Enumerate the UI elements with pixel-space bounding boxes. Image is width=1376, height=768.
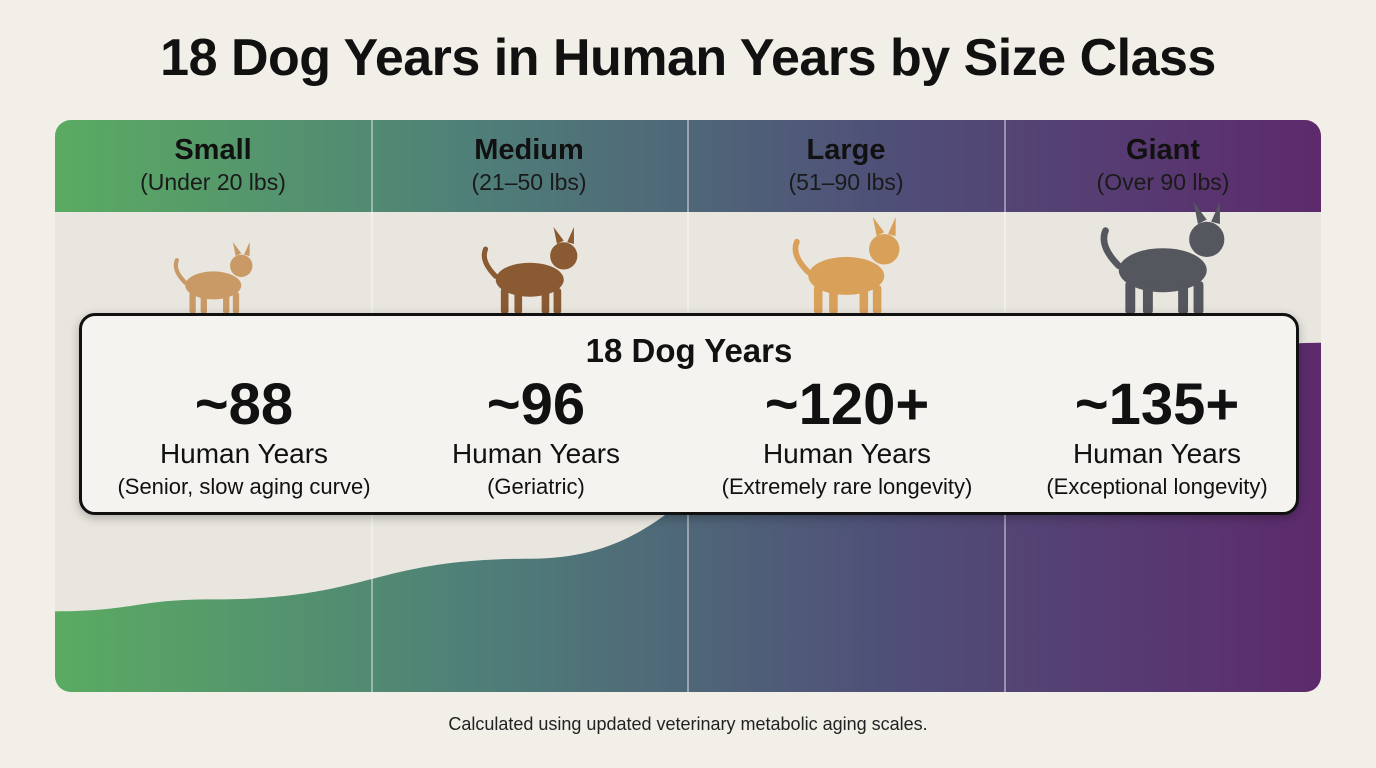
values-card: 18 Dog Years ~88 Human Years (Senior, sl… <box>79 313 1299 515</box>
chihuahua-icon <box>173 242 253 314</box>
category-detail: (Under 20 lbs) <box>140 169 286 195</box>
column-header-small: Small (Under 20 lbs) <box>55 120 371 212</box>
column-header-giant: Giant (Over 90 lbs) <box>1005 120 1321 212</box>
note-label: (Geriatric) <box>487 474 585 499</box>
column-header-large: Large (51–90 lbs) <box>688 120 1004 212</box>
note-label: (Exceptional longevity) <box>1046 474 1268 499</box>
category-detail: (51–90 lbs) <box>788 169 904 195</box>
value-column-large: ~120+ Human Years (Extremely rare longev… <box>689 374 1005 502</box>
unit-label: Human Years <box>159 438 329 469</box>
value-column-giant: ~135+ Human Years (Exceptional longevity… <box>999 374 1315 502</box>
category-label: Small <box>174 134 252 166</box>
footnote: Calculated using updated veterinary meta… <box>448 714 928 734</box>
chart-title: 18 Dog Years in Human Years by Size Clas… <box>160 29 1216 87</box>
category-label: Giant <box>1125 134 1201 166</box>
unit-label: Human Years <box>1072 438 1242 469</box>
category-detail: (21–50 lbs) <box>471 169 587 195</box>
data-label: ~96 <box>486 372 586 437</box>
value-column-medium: ~96 Human Years (Geriatric) <box>378 374 694 502</box>
column-header-medium: Medium (21–50 lbs) <box>371 120 687 212</box>
value-column-small: ~88 Human Years (Senior, slow aging curv… <box>86 374 402 502</box>
category-label: Large <box>806 134 886 166</box>
card-title: 18 Dog Years <box>585 332 793 369</box>
data-label: ~120+ <box>764 372 930 437</box>
note-label: (Extremely rare longevity) <box>721 474 973 499</box>
great-dane-icon <box>1100 202 1225 315</box>
data-label: ~135+ <box>1074 372 1240 437</box>
golden-retriever-icon <box>792 217 900 314</box>
note-label: (Senior, slow aging curve) <box>117 474 371 499</box>
beagle-icon <box>481 227 578 314</box>
category-detail: (Over 90 lbs) <box>1096 169 1230 195</box>
unit-label: Human Years <box>762 438 932 469</box>
category-label: Medium <box>474 134 584 166</box>
unit-label: Human Years <box>451 438 621 469</box>
data-label: ~88 <box>194 372 294 437</box>
